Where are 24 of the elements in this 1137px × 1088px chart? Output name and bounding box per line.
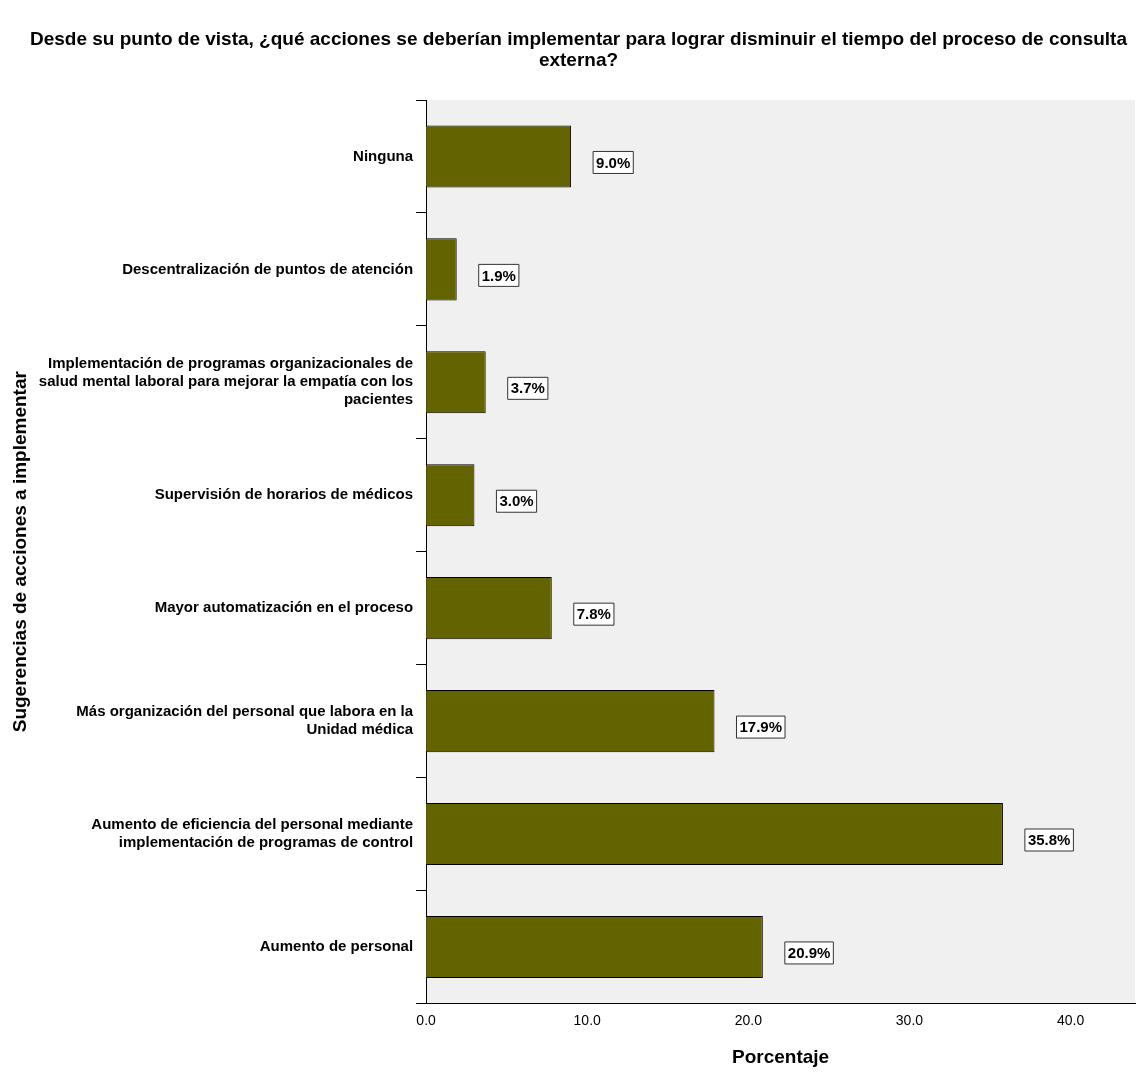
y-tick-label: Aumento de personal bbox=[259, 937, 414, 955]
data-label: 7.8% bbox=[576, 605, 611, 623]
x-tick-label: 30.0 bbox=[895, 1011, 924, 1028]
y-tick-label: Ninguna bbox=[353, 146, 414, 164]
x-tick-label: 10.0 bbox=[573, 1011, 602, 1028]
y-tick-label: Aumento de eficiencia del personal mediante implementación de programas de control bbox=[91, 815, 414, 851]
data-label: 1.9% bbox=[481, 266, 516, 284]
x-tick-label: 20.0 bbox=[734, 1011, 763, 1028]
x-tick-label: 0.0 bbox=[416, 1011, 437, 1028]
x-tick-label: 40.0 bbox=[1056, 1011, 1085, 1028]
x-axis-title: Porcentaje bbox=[731, 1045, 830, 1067]
data-label: 3.7% bbox=[510, 379, 545, 397]
y-tick-label: Descentralización de puntos de atención bbox=[122, 259, 414, 277]
y-tick-label: Supervisión de horarios de médicos bbox=[154, 485, 414, 503]
y-tick-label: Implementación de programas organizacionales de salud mental laboral para mejorar la empatía con los pacientes bbox=[38, 354, 414, 408]
y-axis-title: Sugerencias de acciones a implementar bbox=[8, 370, 30, 733]
data-label: 35.8% bbox=[1027, 831, 1071, 849]
data-label: 17.9% bbox=[739, 718, 783, 736]
y-tick-label: Más organización del personal que labora en la Unidad médica bbox=[76, 702, 414, 738]
data-label: 20.9% bbox=[787, 944, 831, 962]
chart-title: Desde su punto de vista, ¿qué acciones se deberían implementar para lograr disminuir el tiempo del proceso de consulta externa? bbox=[29, 28, 1128, 70]
data-label: 3.0% bbox=[499, 492, 534, 510]
data-label: 9.0% bbox=[596, 153, 631, 171]
y-tick-label: Mayor automatización en el proceso bbox=[154, 598, 414, 616]
